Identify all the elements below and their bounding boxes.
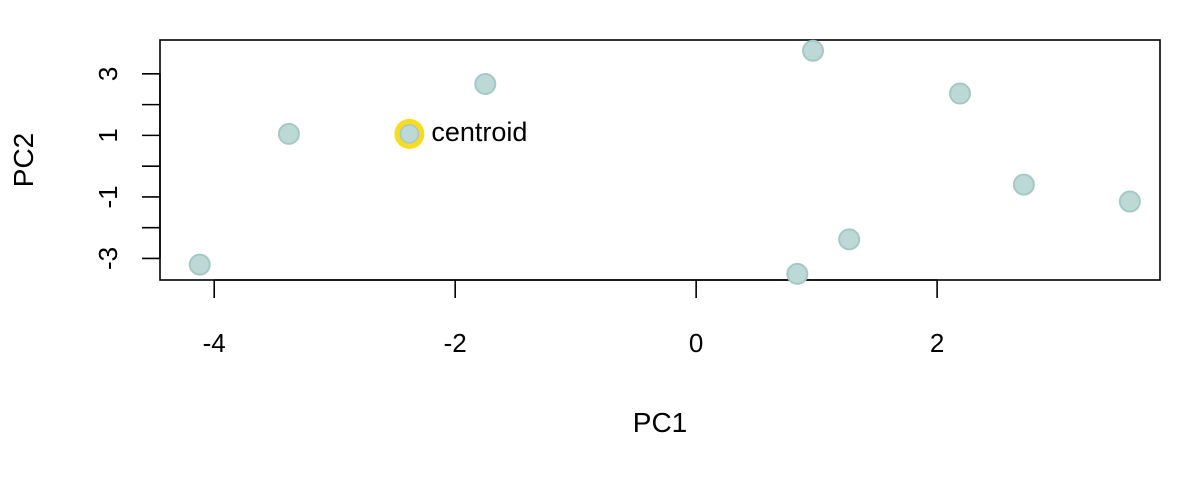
plot-frame [159,39,1161,281]
data-point [949,82,971,105]
x-axis-title: PC1 [633,407,687,438]
y-tick-label: -1 [93,185,123,208]
x-tick-label: -4 [203,328,226,358]
data-point [277,122,300,145]
y-axis: -3 -1 1 3 [93,67,161,270]
data-point [474,73,497,95]
data-points [188,39,1141,285]
data-point [838,228,861,251]
annotations: centroid [394,117,527,149]
data-point [802,39,825,62]
y-tick-label: 3 [93,67,123,81]
centroid-label: centroid [431,117,527,147]
data-point [1118,190,1141,213]
data-point [1012,173,1035,196]
x-tick-label: 2 [930,328,944,358]
centroid-point [399,124,420,144]
data-point [188,253,211,276]
data-point [786,262,809,285]
x-tick-label: 0 [689,328,703,358]
x-axis: -4 -2 0 2 [203,279,944,358]
x-tick-label: -2 [444,328,467,358]
y-tick-label: 1 [93,128,123,142]
y-tick-label: -3 [93,247,123,270]
y-axis-title: PC2 [8,133,39,187]
